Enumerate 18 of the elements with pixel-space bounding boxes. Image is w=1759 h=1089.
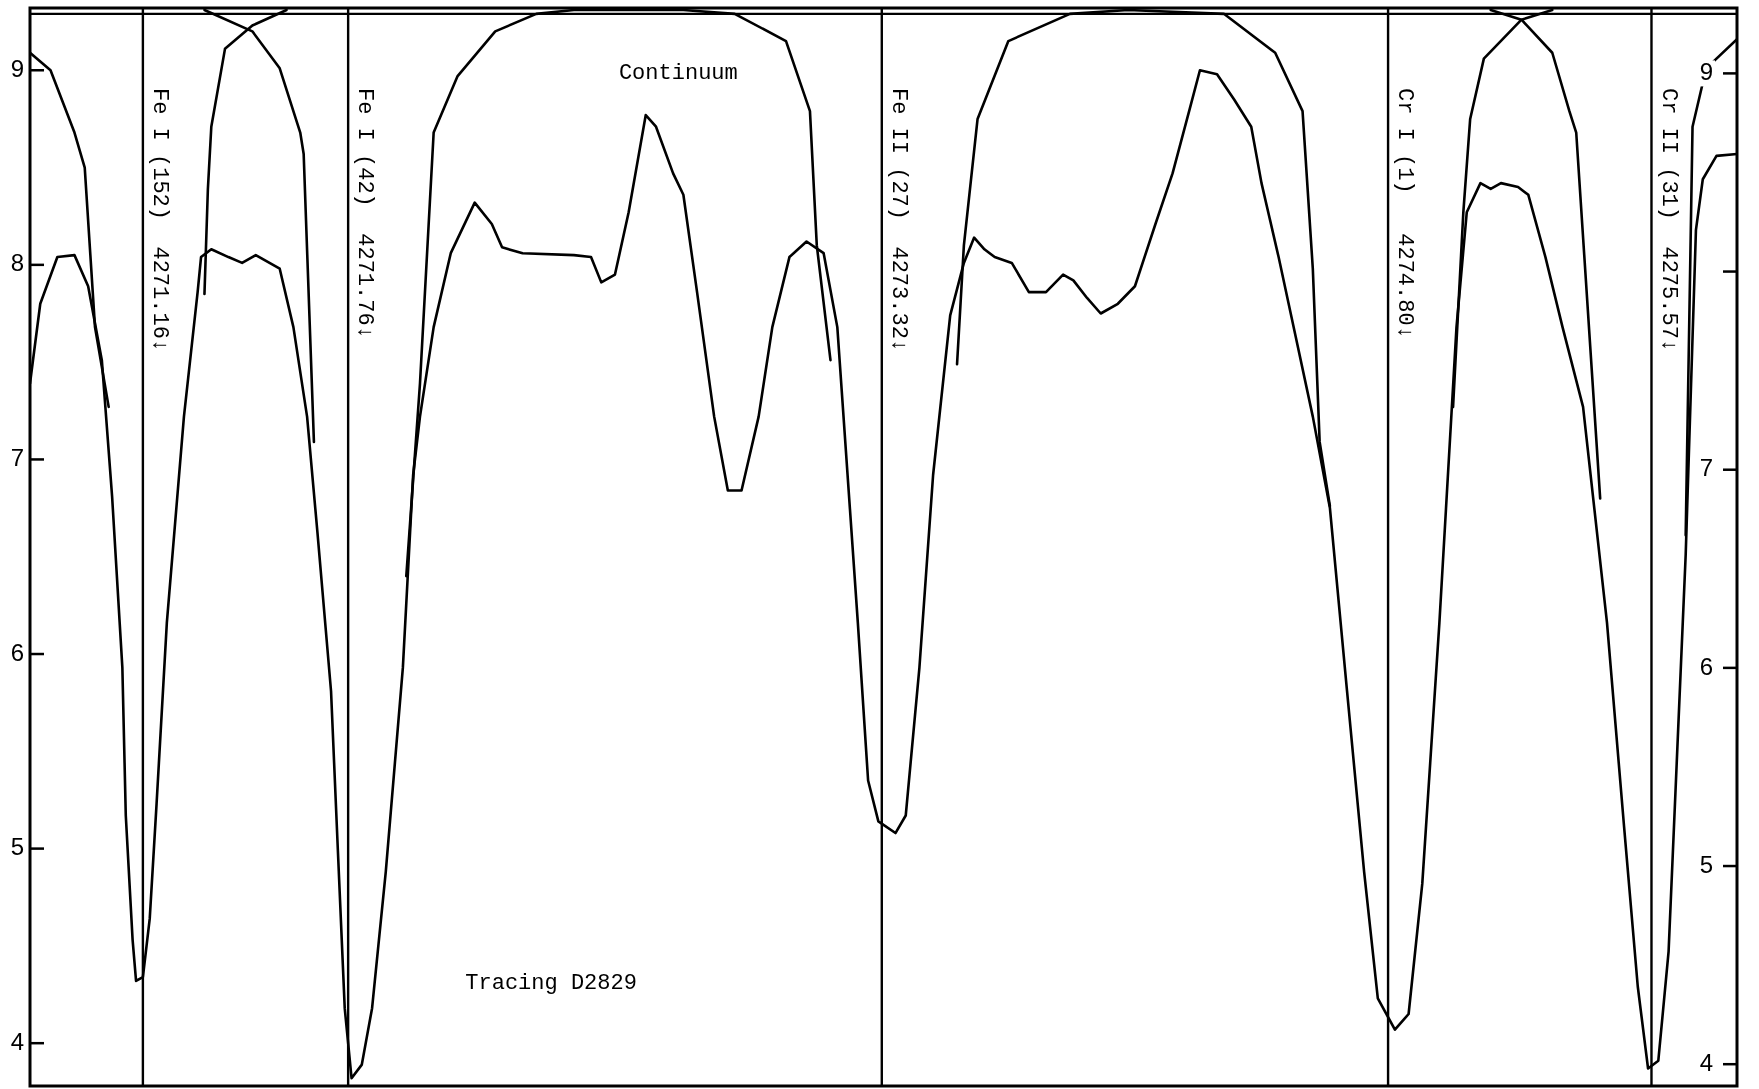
y2-tick-label: 5	[1699, 850, 1713, 878]
y-tick-label: 7	[10, 444, 24, 472]
ref-line-label: Cr I (1) 4274.80↓	[1392, 88, 1418, 339]
y-tick-label: 6	[10, 638, 24, 666]
ref-line-label: Fe II (27) 4273.32↓	[885, 88, 911, 353]
y-tick-label: 9	[10, 54, 24, 82]
y2-tick-label: 4	[1699, 1048, 1713, 1076]
annotation: Continuum	[618, 60, 738, 86]
y2-tick-label: 9	[1699, 58, 1713, 86]
ref-line-label: Fe I (152) 4271.16↓	[147, 88, 173, 353]
y-tick-label: 5	[10, 833, 24, 861]
y-tick-label: 8	[10, 249, 24, 277]
annotation: Tracing D2829	[465, 971, 637, 997]
y-tick-label: 4	[10, 1027, 24, 1055]
ref-line-label: Fe I (42) 4271.76↓	[352, 88, 378, 339]
y2-tick-label: 7	[1699, 454, 1713, 482]
ref-line-label: Cr II (31) 4275.57↓	[1655, 88, 1681, 353]
y2-tick-label: 6	[1699, 652, 1713, 680]
